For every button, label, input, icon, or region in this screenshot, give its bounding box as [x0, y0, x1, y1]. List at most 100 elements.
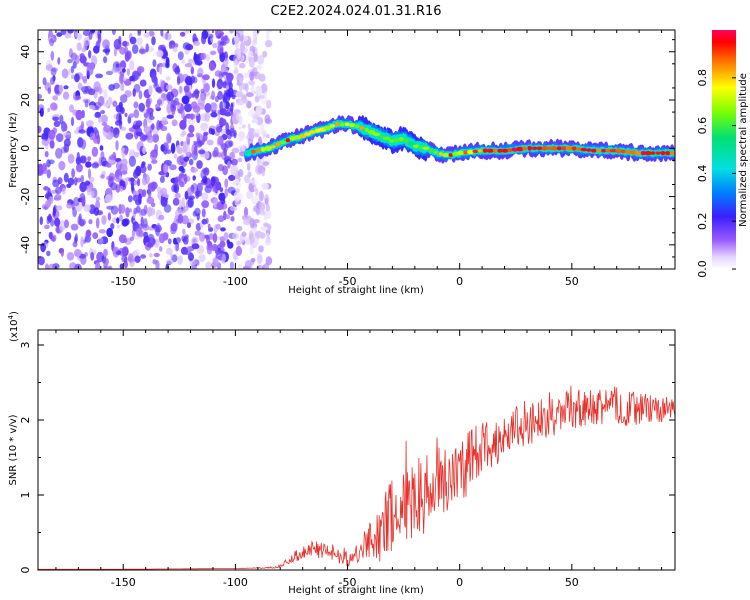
- spectrogram-xlabel: Height of straight line (km): [288, 285, 424, 296]
- noise-blob: [74, 73, 80, 83]
- noise-blob: [50, 68, 57, 76]
- noise-blob: [179, 119, 187, 130]
- noise-blob: [196, 182, 203, 193]
- noise-blob: [202, 74, 210, 81]
- noise-blob: [195, 190, 203, 197]
- noise-blob: [254, 230, 263, 238]
- noise-blob: [151, 72, 157, 83]
- ridge-core: [536, 146, 543, 151]
- noise-blob: [137, 31, 141, 36]
- noise-blob: [86, 188, 92, 196]
- noise-blob: [233, 190, 241, 202]
- noise-blob: [200, 88, 205, 94]
- noise-blob: [101, 121, 108, 127]
- noise-blob: [101, 254, 107, 264]
- noise-blob: [120, 94, 128, 103]
- noise-blob: [192, 76, 198, 84]
- x-tick-label: -150: [111, 576, 136, 589]
- noise-blob: [187, 132, 195, 138]
- noise-blob: [170, 142, 176, 154]
- noise-blob: [227, 186, 236, 194]
- noise-blob: [115, 250, 122, 256]
- ridge-core: [531, 146, 538, 150]
- noise-blob: [220, 227, 226, 232]
- noise-blob: [122, 40, 128, 47]
- noise-blob: [105, 258, 109, 266]
- noise-blob: [108, 84, 115, 91]
- noise-blob: [176, 176, 181, 186]
- noise-blob: [119, 263, 124, 269]
- noise-blob: [226, 239, 230, 245]
- colorbar-gradient: [712, 30, 736, 269]
- noise-blob: [175, 193, 181, 199]
- ridge-core: [255, 149, 261, 153]
- noise-blob: [262, 161, 270, 167]
- noise-blob: [98, 96, 105, 106]
- ridge-core: [601, 148, 607, 153]
- noise-blob: [119, 47, 126, 55]
- noise-blob: [245, 82, 249, 93]
- ridge-core: [575, 147, 583, 151]
- noise-blob: [91, 162, 100, 169]
- noise-blob: [193, 140, 197, 146]
- noise-blob: [70, 116, 75, 127]
- noise-blob: [177, 255, 183, 265]
- noise-blob: [208, 33, 214, 39]
- noise-blob: [95, 196, 101, 202]
- noise-blob: [247, 110, 256, 117]
- noise-blob: [225, 89, 232, 97]
- noise-blob: [165, 263, 170, 269]
- ridge-core: [309, 130, 316, 134]
- noise-blob: [90, 190, 95, 199]
- ridge-core: [669, 151, 675, 155]
- noise-blob: [63, 123, 68, 132]
- noise-blob: [236, 240, 242, 246]
- noise-blob: [46, 169, 51, 179]
- noise-blob: [129, 75, 135, 82]
- y-tick-label: 0: [19, 567, 32, 574]
- noise-blob: [224, 178, 229, 189]
- noise-blob: [156, 63, 160, 73]
- noise-blob: [128, 208, 133, 213]
- noise-blob: [188, 58, 194, 64]
- noise-blob: [103, 56, 108, 64]
- noise-blob: [125, 207, 130, 218]
- noise-blob: [196, 160, 203, 169]
- y-tick-label: -20: [19, 188, 32, 206]
- ridge-core: [497, 148, 503, 153]
- noise-blob: [136, 37, 143, 46]
- ridge-core: [463, 150, 468, 155]
- noise-blob: [213, 224, 218, 234]
- ridge-core: [275, 142, 281, 147]
- noise-blob: [243, 206, 249, 218]
- noise-blob: [83, 41, 88, 52]
- noise-blob: [221, 128, 228, 135]
- noise-blob: [64, 219, 69, 229]
- noise-blob: [47, 87, 52, 94]
- ridge-core: [493, 148, 498, 153]
- noise-blob: [107, 212, 112, 221]
- noise-blob: [66, 183, 72, 188]
- noise-blob: [160, 196, 168, 207]
- noise-blob: [224, 188, 229, 198]
- noise-blob: [120, 170, 128, 175]
- noise-blob: [54, 194, 62, 201]
- ridge-core: [507, 148, 513, 153]
- noise-blob: [205, 261, 212, 269]
- ridge-core: [477, 149, 483, 153]
- ridge-core: [407, 141, 415, 146]
- noise-blob: [132, 44, 139, 54]
- noise-blob: [184, 75, 193, 86]
- noise-blob: [178, 85, 183, 96]
- colorbar-tick-label: 0.6: [696, 117, 709, 135]
- noise-blob: [39, 216, 43, 226]
- noise-blob: [210, 111, 218, 118]
- noise-blob: [256, 253, 263, 265]
- noise-blob: [143, 125, 150, 134]
- noise-blob: [223, 232, 229, 241]
- noise-blob: [165, 259, 174, 265]
- noise-blob: [49, 38, 55, 47]
- noise-blob: [181, 215, 189, 225]
- noise-blob: [44, 224, 50, 230]
- ridge-core: [650, 151, 656, 155]
